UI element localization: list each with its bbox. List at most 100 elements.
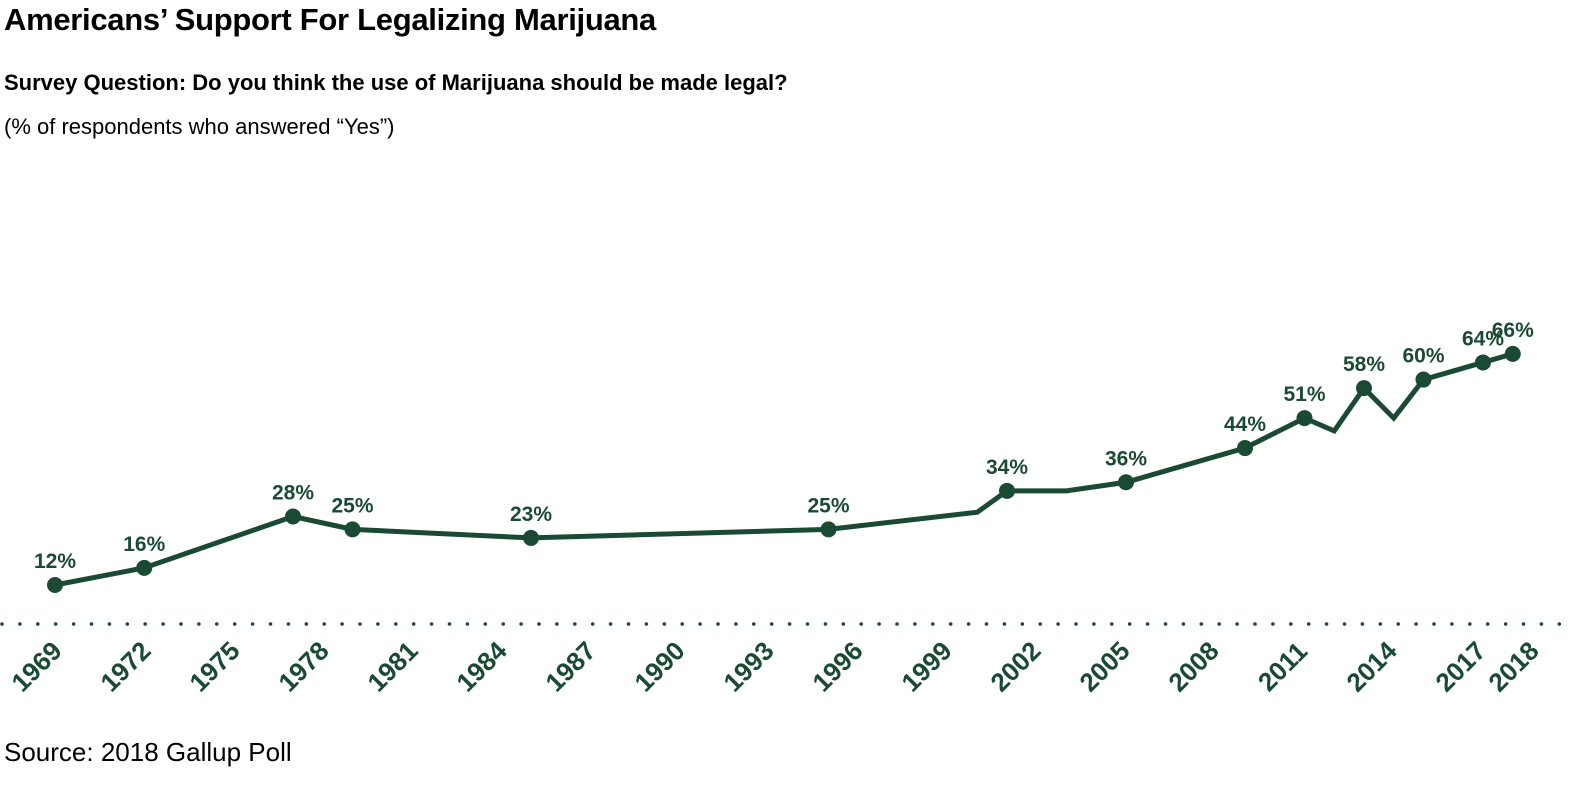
- baseline-dot: [608, 622, 613, 626]
- baseline-dot: [1145, 622, 1150, 626]
- baseline-dot: [340, 622, 344, 626]
- baseline-dot: [161, 622, 165, 626]
- baseline-dot: [931, 622, 935, 626]
- baseline-dot: [125, 622, 130, 626]
- baseline-dot: [1539, 622, 1544, 626]
- baseline-dot: [1557, 622, 1562, 626]
- x-tick-label: 1996: [806, 635, 868, 697]
- baseline-dot: [1074, 622, 1078, 626]
- baseline-dot: [752, 622, 756, 626]
- data-label: 60%: [1402, 345, 1444, 368]
- baseline-dot: [447, 622, 452, 626]
- x-tick-label: 2014: [1340, 635, 1402, 697]
- baseline-dot: [662, 622, 667, 626]
- x-tick-label: 2008: [1162, 635, 1224, 697]
- baseline-dot: [1127, 622, 1132, 626]
- baseline-dot: [394, 622, 398, 626]
- baseline-dot: [823, 622, 828, 626]
- baseline-dot: [1342, 622, 1347, 626]
- data-point: [47, 577, 63, 593]
- chart-subtitle: Survey Question: Do you think the use of…: [4, 70, 788, 95]
- baseline-dot: [519, 622, 523, 626]
- baseline-dot: [1360, 622, 1365, 626]
- baseline-dot: [322, 622, 327, 626]
- baseline-dot: [555, 622, 559, 626]
- x-tick-label: 1978: [272, 635, 334, 697]
- x-tick-label: 2017: [1429, 635, 1491, 697]
- baseline-dot: [1056, 622, 1060, 626]
- baseline-dot: [734, 622, 738, 626]
- baseline-dot: [1181, 622, 1186, 626]
- baseline-dot: [877, 622, 881, 626]
- baseline-dot: [1020, 622, 1025, 626]
- baseline-dot: [895, 622, 899, 626]
- data-point: [136, 559, 153, 576]
- baseline-dot: [1396, 622, 1400, 626]
- data-label: 34%: [986, 456, 1028, 479]
- x-tick-label: 2018: [1482, 635, 1544, 697]
- data-label: 25%: [807, 494, 849, 517]
- baseline-dot: [358, 622, 362, 626]
- baseline-dot: [1110, 622, 1114, 626]
- baseline-dot: [1163, 622, 1168, 626]
- data-label: 66%: [1492, 319, 1534, 342]
- baseline-dot: [215, 622, 219, 626]
- data-point: [1475, 354, 1491, 371]
- baseline-dot: [1306, 622, 1311, 626]
- chart-source: Source: 2018 Gallup Poll: [4, 737, 292, 767]
- baseline-dot: [716, 622, 720, 626]
- baseline-dot: [1432, 622, 1436, 626]
- x-tick-label: 1999: [895, 635, 957, 697]
- baseline-dot: [1199, 622, 1204, 626]
- baseline-dot: [0, 622, 4, 626]
- baseline-dot: [89, 622, 94, 626]
- baseline-dot: [1324, 622, 1329, 626]
- baseline-dot: [913, 622, 917, 626]
- baseline-dot: [984, 622, 989, 626]
- x-tick-label: 1984: [450, 635, 512, 697]
- data-point: [1237, 440, 1253, 457]
- baseline-dot: [1002, 622, 1007, 626]
- baseline-dot: [948, 622, 953, 626]
- data-label: 58%: [1343, 353, 1385, 376]
- baseline-dot: [1378, 622, 1383, 626]
- baseline-dot: [465, 622, 470, 626]
- baseline-dot: [1468, 622, 1472, 626]
- baseline-dot: [501, 622, 506, 626]
- data-point: [820, 521, 837, 538]
- baseline-dot: [626, 622, 631, 626]
- data-label: 23%: [510, 503, 552, 526]
- baseline-dot: [1450, 622, 1454, 626]
- baseline-dot: [573, 622, 577, 626]
- baseline-dot: [304, 622, 309, 626]
- data-label: 16%: [123, 533, 165, 556]
- baseline-dot: [1092, 622, 1096, 626]
- x-tick-label: 1987: [539, 635, 601, 697]
- baseline-dot: [71, 622, 76, 626]
- baseline-dot: [143, 622, 147, 626]
- x-tick-label: 1972: [94, 635, 156, 697]
- baseline-dot: [1503, 622, 1508, 626]
- chart-title: Americans’ Support For Legalizing Mariju…: [4, 2, 656, 37]
- baseline-dot: [483, 622, 488, 626]
- data-label: 28%: [272, 482, 314, 505]
- data-label: 25%: [331, 494, 373, 517]
- baseline-dot: [966, 622, 971, 626]
- x-tick-label: 1993: [717, 635, 779, 697]
- baseline-dot: [1521, 622, 1526, 626]
- data-label: 44%: [1224, 413, 1266, 436]
- baseline-dot: [841, 622, 846, 626]
- baseline-dot: [232, 622, 237, 626]
- baseline-dot: [411, 622, 416, 626]
- data-point: [523, 529, 539, 546]
- x-tick-label: 2002: [984, 635, 1046, 697]
- baseline-dot: [787, 622, 792, 626]
- baseline-dot: [107, 622, 112, 626]
- x-tick-label: 2005: [1073, 635, 1135, 697]
- data-label: 36%: [1105, 447, 1147, 470]
- data-label: 51%: [1283, 383, 1325, 406]
- baseline-dot: [1038, 622, 1042, 626]
- baseline-dot: [429, 622, 434, 626]
- data-point: [1415, 371, 1432, 388]
- data-point: [285, 508, 301, 525]
